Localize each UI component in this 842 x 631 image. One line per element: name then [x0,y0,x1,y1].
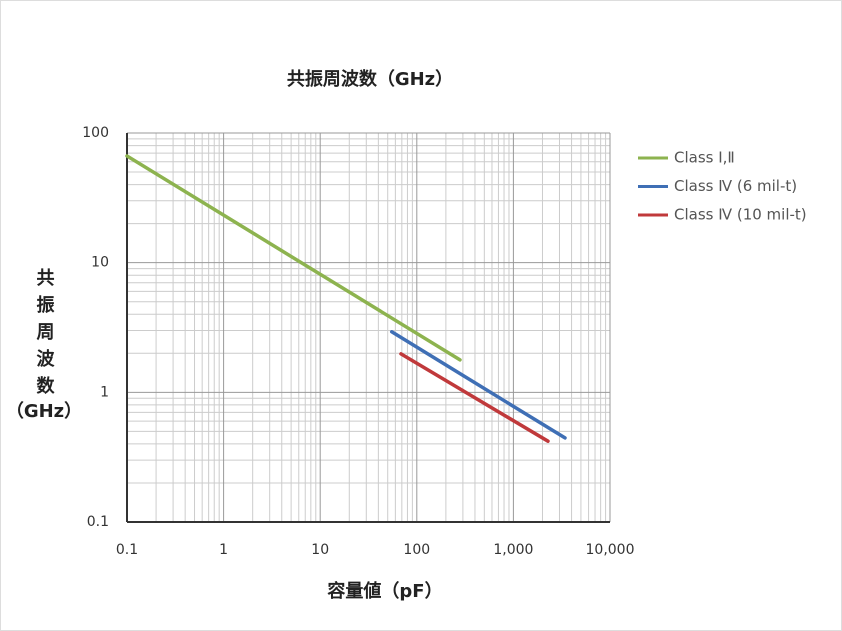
y-axis-label: 共振周波数 [34,268,55,403]
x-tick-label: 1 [219,542,228,558]
series-line [389,330,567,440]
x-tick-label: 0.1 [116,542,138,558]
series-line [399,352,550,443]
legend-label: Class Ⅰ,Ⅱ [674,149,735,167]
series-line [125,154,462,362]
x-tick-label: 100 [403,542,430,558]
legend-label: Class Ⅳ (10 mil-t) [674,206,807,224]
x-tick-label: 1,000 [493,542,533,558]
legend-label: Class Ⅳ (6 mil-t) [674,177,797,195]
y-tick-label: 1 [100,384,109,400]
x-tick-label: 10 [311,542,329,558]
x-axis-label: 容量値（pF） [327,580,442,602]
y-tick-label: 0.1 [87,514,109,530]
y-tick-label: 100 [82,125,109,141]
chart-title: 共振周波数（GHz） [287,68,453,90]
x-tick-label: 10,000 [586,542,635,558]
y-axis-unit: （GHz） [6,401,82,422]
y-tick-label: 10 [91,255,109,271]
